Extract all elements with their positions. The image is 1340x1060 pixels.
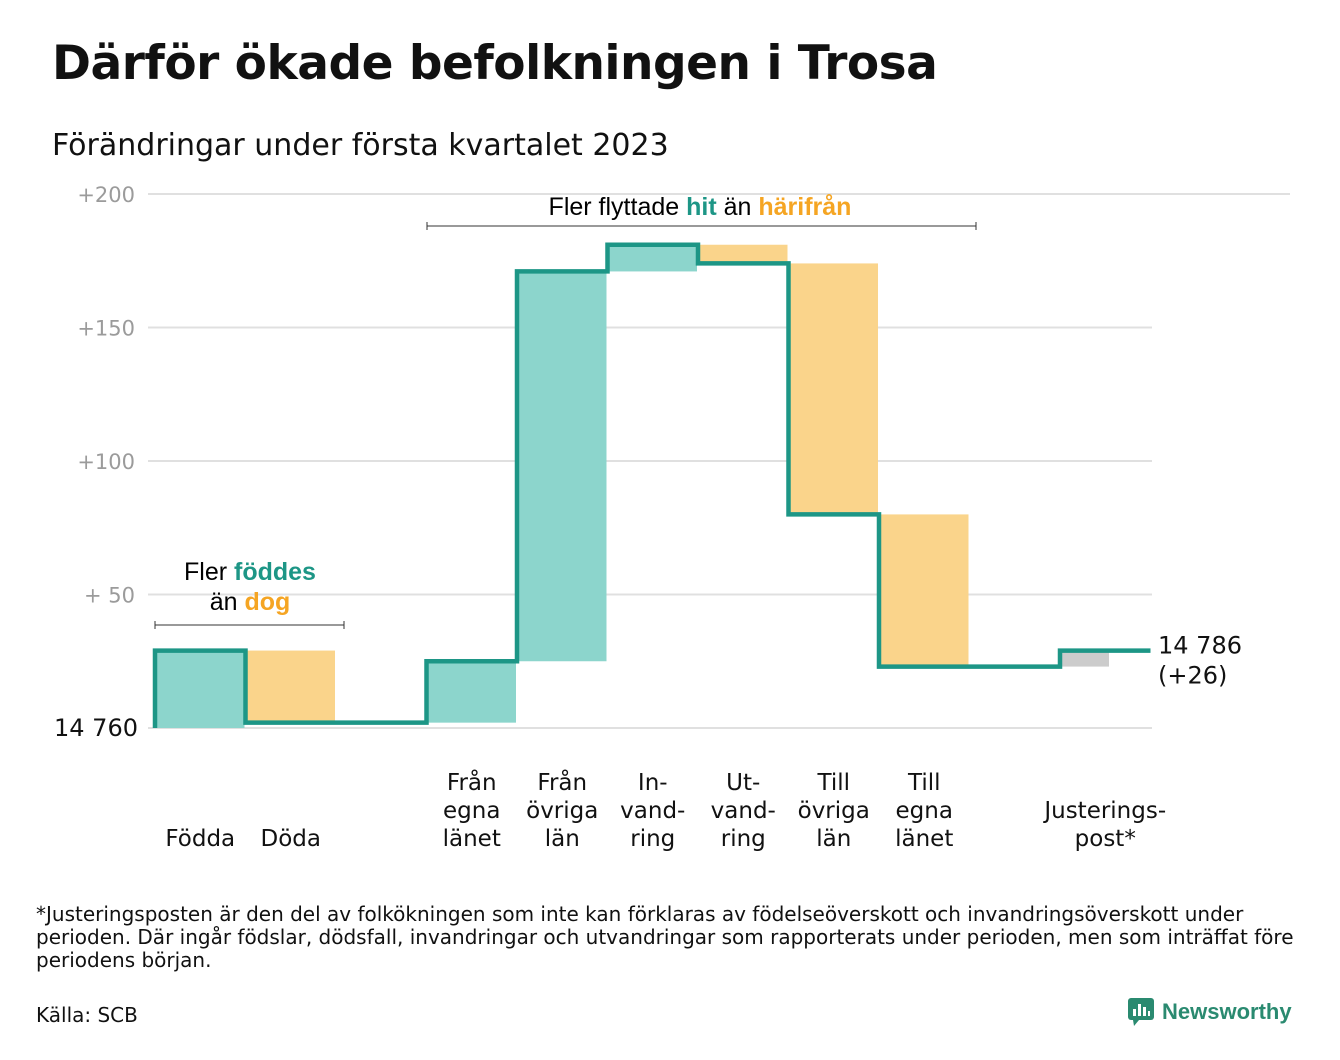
brand-name: Newsworthy: [1162, 999, 1292, 1024]
gridlines: [148, 193, 1290, 729]
x-tick-label: Till: [816, 770, 850, 796]
step-line: [152, 242, 1151, 728]
start-value-label: 14 760: [54, 714, 138, 742]
bar-increase: [427, 661, 516, 723]
y-axis-ticks: +200 +150 +100 + 50: [77, 183, 135, 608]
x-tick-label: egna: [443, 798, 500, 824]
x-tick-label: Justerings-: [1042, 798, 1166, 824]
x-tick-label: vand-: [620, 798, 685, 824]
value-labels: 14 760 14 786(+26): [54, 632, 1242, 742]
bar-increase: [518, 271, 607, 662]
x-tick-label: vand-: [711, 798, 776, 824]
births-annotation-line2: än dog: [210, 588, 291, 616]
x-tick-label: Ut-: [726, 770, 760, 796]
x-tick-label: övriga: [526, 798, 598, 824]
x-tick-label: Födda: [165, 826, 235, 852]
annotations: Fler föddes än dog Fler flyttade hit än …: [154, 193, 977, 629]
source-note: Källa: SCB: [36, 1003, 138, 1027]
bar-decrease: [880, 514, 969, 667]
chart-subtitle: Förändringar under första kvartalet 2023: [52, 128, 669, 163]
y-tick-label: + 50: [84, 584, 135, 608]
bar-decrease: [246, 650, 335, 723]
bar-increase: [156, 650, 245, 728]
y-tick-label: +150: [77, 317, 135, 341]
bar-increase: [608, 244, 697, 272]
x-tick-label: Till: [907, 770, 941, 796]
migration-annotation: Fler flyttade hit än härifrån: [549, 193, 852, 221]
step-line-group: [152, 242, 1151, 728]
waterfall-chart: +200+150+100+ 50 Födda DödaFrånegnalänetF…: [54, 183, 1290, 852]
y-tick-label: +100: [77, 450, 135, 474]
x-tick-label: länet: [443, 826, 501, 852]
x-tick-label: post*: [1075, 826, 1136, 852]
y-tick-label: +200: [77, 183, 135, 207]
births-annotation-line1: Fler föddes: [184, 558, 316, 586]
bar-decrease: [789, 263, 878, 515]
x-tick-label: Döda: [261, 826, 321, 852]
newsworthy-logo-icon: [1128, 998, 1154, 1026]
x-tick-label: ring: [721, 826, 766, 852]
x-tick-label: Från: [537, 768, 587, 796]
x-tick-label: ring: [630, 826, 675, 852]
x-tick-label: län: [816, 826, 851, 852]
x-tick-label: egna: [896, 798, 953, 824]
end-value-label: 14 786: [1158, 632, 1242, 660]
end-change-label: (+26): [1158, 662, 1227, 690]
bars: [156, 244, 1109, 728]
bar-adjustment: [1062, 650, 1109, 667]
bar-decrease: [699, 244, 788, 264]
x-tick-label: Från: [447, 768, 497, 796]
x-tick-label: länet: [895, 826, 953, 852]
x-tick-label: övriga: [798, 798, 870, 824]
footnote: *Justeringsposten är den del av folkökni…: [36, 902, 1294, 972]
x-tick-label: län: [545, 826, 580, 852]
x-tick-label: In-: [638, 770, 668, 796]
brand-logo: Newsworthy: [1128, 998, 1292, 1026]
x-axis-labels: Födda DödaFrånegnalänetFrånövrigalänIn-va…: [165, 768, 1166, 852]
chart-title: Därför ökade befolkningen i Trosa: [52, 36, 938, 91]
